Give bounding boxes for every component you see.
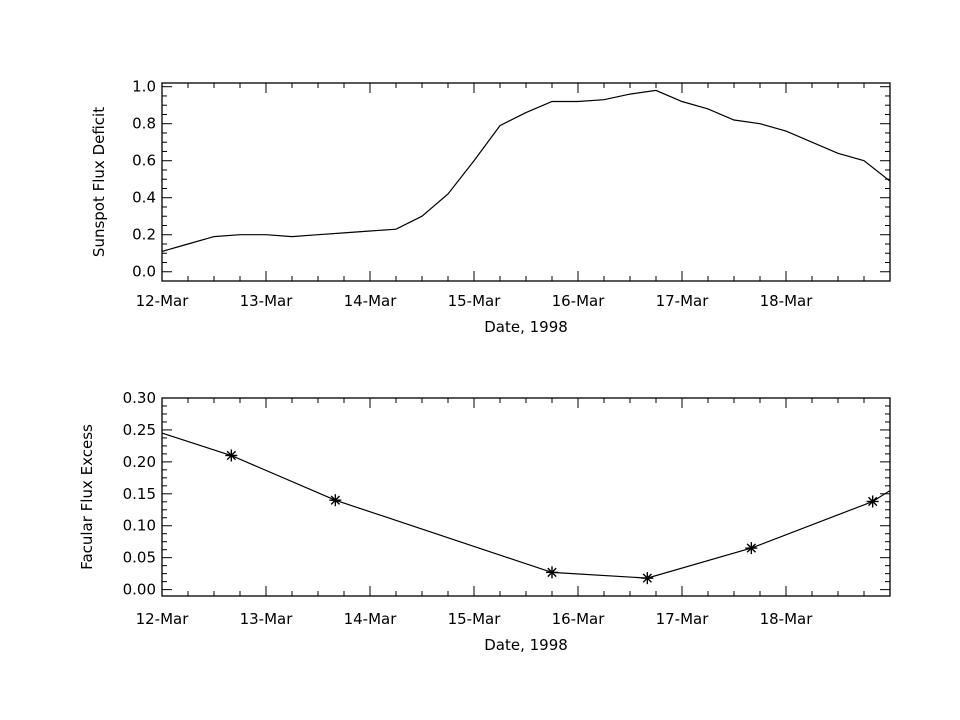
y-tick-label: 0.15 — [123, 485, 156, 503]
y-tick-label: 0.6 — [132, 152, 156, 170]
x-axis-label: Date, 1998 — [484, 318, 568, 336]
facular-chart: 12-Mar 13-Mar 14-Mar 15-Mar 16-Mar 17-Mar 18-M… — [78, 389, 891, 654]
x-axis-label: Date, 1998 — [484, 636, 568, 654]
series-layer — [161, 89, 891, 252]
y-tick-label: 0.25 — [123, 421, 156, 439]
data-point — [866, 495, 879, 508]
x-tick-label: 14-Mar — [344, 292, 398, 310]
y-tick-label: 0.2 — [132, 226, 156, 244]
y-tick-label: 0.00 — [123, 581, 156, 599]
x-tick-label: 17-Mar — [656, 610, 710, 628]
y-tick-label: 1.0 — [132, 78, 156, 96]
x-tick-label: 17-Mar — [656, 292, 710, 310]
y-axis-label: Facular Flux Excess — [78, 424, 96, 570]
series-line — [161, 89, 891, 252]
plot-frame — [161, 397, 891, 597]
x-tick-label: 16-Mar — [552, 292, 606, 310]
y-tick-label: 0.20 — [123, 453, 156, 471]
x-tick-label: 15-Mar — [448, 292, 502, 310]
y-tick-label: 0.0 — [132, 263, 156, 281]
axis-ticks — [161, 83, 891, 281]
y-tick-label: 0.10 — [123, 517, 156, 535]
x-tick-labels: 12-Mar 13-Mar 14-Mar 15-Mar 16-Mar 17-Mar 18-M… — [136, 610, 814, 628]
data-point — [329, 494, 342, 507]
data-point — [641, 572, 654, 585]
x-tick-label: 13-Mar — [240, 292, 294, 310]
data-point — [546, 566, 558, 579]
y-axis-label: Sunspot Flux Deficit — [90, 107, 108, 257]
x-tick-label: 16-Mar — [552, 610, 606, 628]
axis-ticks — [161, 397, 891, 596]
x-tick-label: 12-Mar — [136, 292, 190, 310]
x-tick-labels: 12-Mar 13-Mar 14-Mar 15-Mar 16-Mar 17-Mar 18-M… — [136, 292, 814, 310]
sunspot-chart: 12-Mar 13-Mar 14-Mar 15-Mar 16-Mar 17-Mar 18-M… — [90, 78, 891, 336]
x-tick-label: 15-Mar — [448, 610, 502, 628]
y-tick-labels: 0.00 0.05 0.10 0.15 0.20 0.25 0.30 — [123, 389, 156, 599]
y-tick-label: 0.05 — [123, 549, 156, 567]
data-point — [745, 542, 758, 555]
x-tick-label: 13-Mar — [240, 610, 294, 628]
series-layer — [161, 432, 891, 585]
x-tick-label: 18-Mar — [760, 610, 814, 628]
y-tick-labels: 0.0 0.2 0.4 0.6 0.8 1.0 — [132, 78, 156, 281]
x-tick-label: 12-Mar — [136, 610, 190, 628]
series-line — [161, 432, 891, 579]
x-tick-label: 18-Mar — [760, 292, 814, 310]
y-tick-label: 0.4 — [132, 189, 156, 207]
x-tick-label: 14-Mar — [344, 610, 398, 628]
data-point — [225, 449, 238, 462]
y-tick-label: 0.8 — [132, 115, 156, 133]
y-tick-label: 0.30 — [123, 389, 156, 407]
